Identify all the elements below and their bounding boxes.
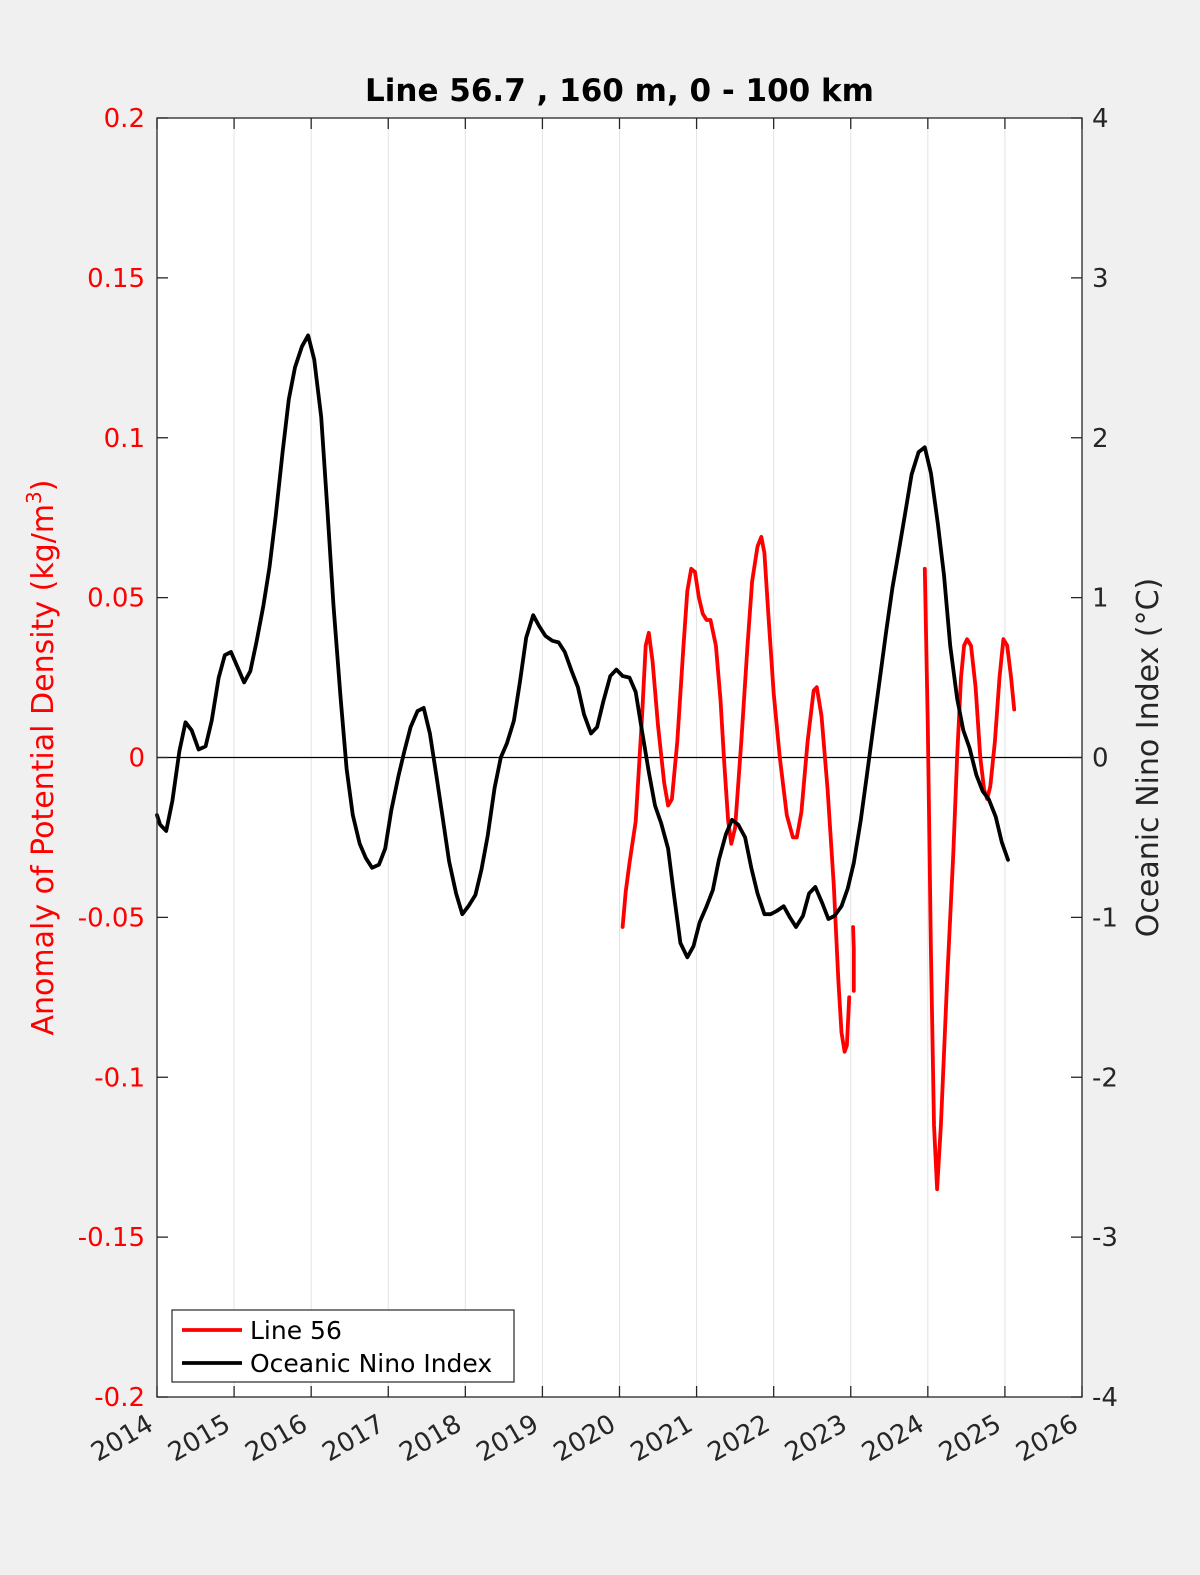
series-line-56: [620, 535, 1017, 1192]
y-axis-right-label: Oceanic Nino Index (°C): [1131, 578, 1166, 938]
y-left-tick-label: -0.05: [78, 903, 145, 933]
y-right-tick-label: 2: [1092, 424, 1109, 454]
legend-box: [171, 1309, 515, 1383]
legend-label: Line 56: [250, 1316, 342, 1345]
y-right-tick-label: -3: [1092, 1223, 1118, 1253]
y-right-tick-label: 4: [1092, 104, 1109, 134]
series-line-segment: [620, 535, 852, 1054]
y-left-tick-label: -0.2: [94, 1383, 145, 1413]
y-left-tick-label: 0.2: [104, 104, 145, 134]
series-oceanic-nino-index: [155, 333, 1010, 960]
y-left-tick-label: 0: [128, 744, 145, 774]
y-left-tick-label: 0.1: [104, 424, 145, 454]
y-right-tick-label: -4: [1092, 1383, 1118, 1413]
y-left-tick-label: 0.15: [87, 264, 145, 294]
y-axis-left-label: Anomaly of Potential Density (kg/m3): [22, 479, 61, 1035]
series-line-segment: [155, 333, 1010, 960]
y-right-tick-label: 1: [1092, 584, 1109, 614]
chart-title: Line 56.7 , 160 m, 0 - 100 km: [365, 73, 874, 109]
y-axis-left-label-sup: 3: [22, 491, 46, 504]
y-right-tick-label: 3: [1092, 264, 1109, 294]
y-left-tick-label: -0.1: [94, 1063, 145, 1093]
legend: Line 56 Oceanic Nino Index: [171, 1309, 515, 1383]
series-layer: [155, 333, 1017, 1192]
series-line-segment: [922, 566, 1017, 1192]
y-right-tick-label: -1: [1092, 903, 1118, 933]
y-right-tick-label: 0: [1092, 744, 1109, 774]
y-left-tick-label: -0.15: [78, 1223, 145, 1253]
y-axis-left-label-close: ): [26, 479, 61, 491]
y-left-tick-label: 0.05: [87, 584, 145, 614]
y-axis-left-label-main: Anomaly of Potential Density (kg/m: [26, 504, 61, 1036]
legend-label: Oceanic Nino Index: [250, 1349, 492, 1378]
y-right-tick-label: -2: [1092, 1063, 1118, 1093]
series-line-segment: [851, 925, 856, 993]
